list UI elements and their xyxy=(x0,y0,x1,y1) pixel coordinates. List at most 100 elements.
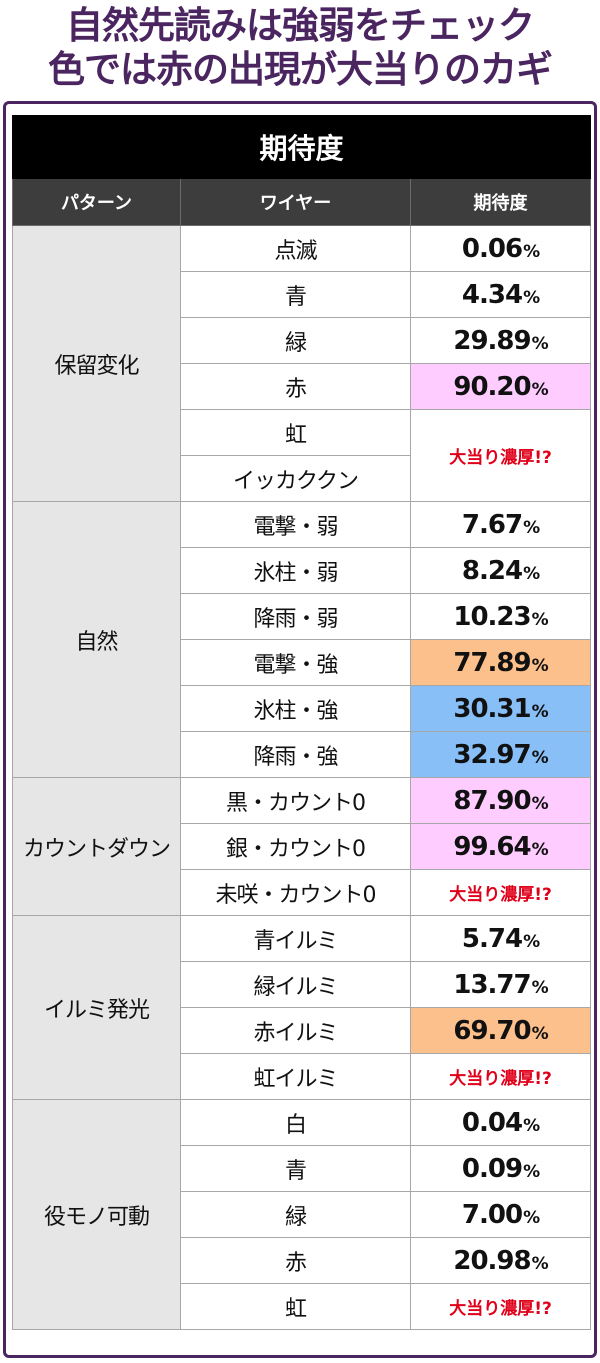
table-row: 赤イルミ 69.70% xyxy=(13,1007,592,1054)
expectation-value: 20.98 xyxy=(453,1245,531,1276)
wire-cell: 銀・カウント0 xyxy=(180,823,411,870)
expectation-value: 77.89 xyxy=(453,647,531,678)
expectation-value: 30.31 xyxy=(453,693,531,724)
wire-cell: 虹イルミ xyxy=(180,1053,411,1100)
pattern-cell: イルミ発光 xyxy=(12,915,181,1100)
expectation-cell: 8.24% xyxy=(409,547,592,594)
expectation-cell: 0.04% xyxy=(409,1099,592,1146)
jackpot-cell: 大当り濃厚!? xyxy=(409,1053,592,1100)
table-row: 役モノ可動白 0.04% xyxy=(12,1099,592,1330)
table-row: 青 4.34% xyxy=(13,271,592,318)
column-header-wire: ワイヤー xyxy=(180,178,411,226)
table-row: 銀・カウント0 99.64% xyxy=(13,823,592,870)
percent-sign: % xyxy=(523,1161,540,1182)
wire-cell: 氷柱・強 xyxy=(180,685,411,732)
wire-cell: 白 xyxy=(180,1099,411,1146)
expectation-cell: 4.34% xyxy=(409,271,592,318)
table-row: 未咲・カウント0 大当り濃厚!? xyxy=(13,869,592,916)
expectation-value: 99.64 xyxy=(453,831,531,862)
expectation-value: 32.97 xyxy=(453,739,531,770)
table-row: 自然 電撃・弱 7.67% xyxy=(12,501,592,778)
wire-cell: 赤 xyxy=(180,1237,411,1284)
expectation-table: 期待度 パターン ワイヤー 期待度 保留変化 点滅 0.06% 青 4.34% 緑 29.8… xyxy=(11,115,592,1330)
wire-cell: 虹 xyxy=(180,409,411,456)
pattern-cell: カウントダウン xyxy=(12,777,181,916)
expectation-value: 7.67 xyxy=(461,509,523,540)
expectation-value: 10.23 xyxy=(453,601,531,632)
jackpot-cell: 大当り濃厚!? xyxy=(409,409,592,502)
expectation-cell: 0.06% xyxy=(409,225,592,272)
wire-cell: 未咲・カウント0 xyxy=(180,869,411,916)
expectation-cell: 30.31% xyxy=(409,685,592,732)
percent-sign: % xyxy=(523,931,540,952)
percent-sign: % xyxy=(523,287,540,308)
percent-sign: % xyxy=(531,701,549,722)
wire-cell: 氷柱・弱 xyxy=(180,547,411,594)
expectation-cell: 7.00% xyxy=(409,1191,592,1238)
percent-sign: % xyxy=(531,1253,549,1274)
wire-cell: 青 xyxy=(180,1145,411,1192)
wire-cell: イッカククン xyxy=(180,455,411,502)
page-header: 自然先読みは強弱をチェック 色では赤の出現が大当りのカギ xyxy=(0,0,600,100)
expectation-cell: 77.89% xyxy=(409,639,592,686)
table-row: 緑イルミ 13.77% xyxy=(13,961,592,1008)
expectation-cell: 90.20% xyxy=(409,363,592,410)
percent-sign: % xyxy=(523,517,540,538)
pattern-cell: 役モノ可動 xyxy=(12,1099,181,1330)
wire-cell: 緑 xyxy=(180,317,411,364)
table-row: 虹大当り濃厚!? xyxy=(13,1283,592,1330)
expectation-cell: 99.64% xyxy=(409,823,592,870)
expectation-cell: 69.70% xyxy=(409,1007,592,1054)
expectation-cell: 5.74% xyxy=(409,915,592,962)
expectation-value: 0.06 xyxy=(461,233,523,264)
wire-cell: 降雨・強 xyxy=(180,731,411,778)
table-row: 降雨・強 32.97% xyxy=(13,731,592,778)
percent-sign: % xyxy=(523,1115,540,1136)
headline-line1: 自然先読みは強弱をチェック xyxy=(66,4,535,47)
table-row: 保留変化 点滅 0.06% xyxy=(12,225,592,502)
wire-cell: 黒・カウント0 xyxy=(180,777,411,824)
percent-sign: % xyxy=(531,333,549,354)
percent-sign: % xyxy=(531,609,549,630)
wire-cell: 点滅 xyxy=(180,225,411,272)
pattern-cell: 保留変化 xyxy=(12,225,181,502)
expectation-cell: 10.23% xyxy=(409,593,592,640)
expectation-value: 90.20 xyxy=(453,371,531,402)
expectation-value: 0.09 xyxy=(461,1153,523,1184)
table-row: 赤 20.98% xyxy=(13,1237,592,1284)
expectation-cell: 13.77% xyxy=(409,961,592,1008)
table-row: イッカククン xyxy=(13,455,591,502)
wire-cell: 青 xyxy=(180,271,411,318)
jackpot-cell: 大当り濃厚!? xyxy=(409,1283,592,1330)
wire-cell: 電撃・弱 xyxy=(180,501,411,548)
table-row: 降雨・弱 10.23% xyxy=(13,593,592,640)
table-row: 氷柱・弱 8.24% xyxy=(13,547,592,594)
jackpot-cell: 大当り濃厚!? xyxy=(409,869,592,916)
wire-cell: 虹 xyxy=(180,1283,411,1330)
table-row: 緑 7.00% xyxy=(13,1191,592,1238)
table-row: 電撃・強 77.89% xyxy=(13,639,592,686)
expectation-value: 4.34 xyxy=(461,279,523,310)
table-body: 保留変化 点滅 0.06% 青 4.34% 緑 29.89% 赤 90.20% 虹大当り濃厚!? イ… xyxy=(12,225,592,1330)
table-row: カウントダウン 黒・カウント0 87.90% xyxy=(12,777,592,916)
expectation-cell: 7.67% xyxy=(409,501,592,548)
column-header-expectation: 期待度 xyxy=(409,178,592,226)
expectation-cell: 87.90% xyxy=(409,777,592,824)
table-row: 緑 29.89% xyxy=(13,317,592,364)
wire-cell: 赤 xyxy=(180,363,411,410)
expectation-cell: 20.98% xyxy=(409,1237,592,1284)
expectation-value: 7.00 xyxy=(461,1199,523,1230)
wire-cell: 赤イルミ xyxy=(180,1007,411,1054)
headline-line2: 色では赤の出現が大当りのカギ xyxy=(48,48,553,91)
table-row: 青 0.09% xyxy=(13,1145,592,1192)
table-title: 期待度 xyxy=(11,115,592,179)
expectation-cell: 0.09% xyxy=(409,1145,592,1192)
percent-sign: % xyxy=(531,839,549,860)
expectation-value: 5.74 xyxy=(461,923,523,954)
table-row: 赤 90.20% xyxy=(13,363,592,410)
percent-sign: % xyxy=(531,379,549,400)
percent-sign: % xyxy=(531,977,549,998)
expectation-cell: 32.97% xyxy=(409,731,592,778)
percent-sign: % xyxy=(531,655,549,676)
wire-cell: 緑イルミ xyxy=(180,961,411,1008)
